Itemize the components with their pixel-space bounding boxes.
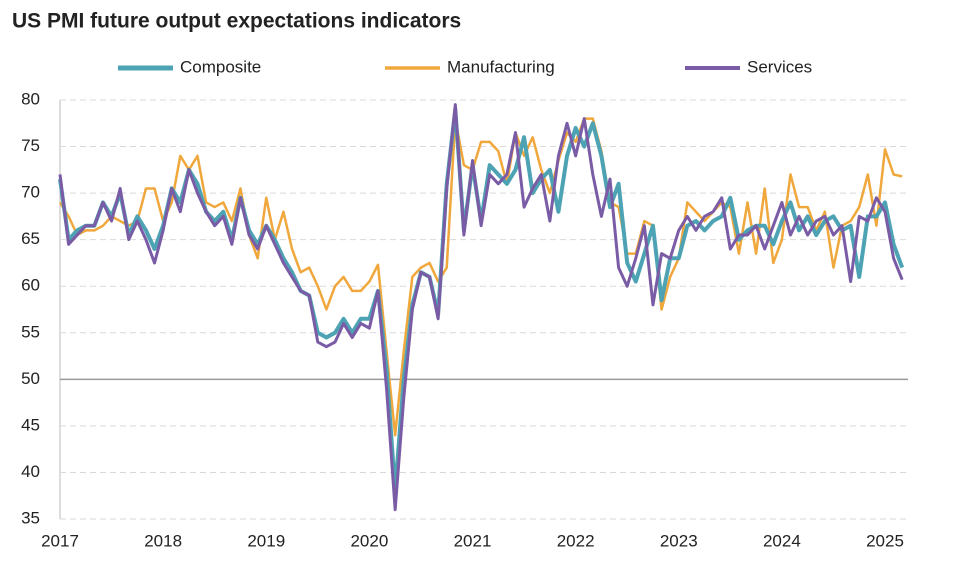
y-tick-label: 40 [21,462,40,481]
y-tick-label: 60 [21,276,40,295]
y-tick-label: 45 [21,415,40,434]
x-tick-label: 2022 [557,531,595,550]
y-tick-label: 35 [21,508,40,527]
series-line [58,103,904,512]
y-tick-label: 75 [21,136,40,155]
x-tick-label: 2023 [660,531,698,550]
y-tick-label: 50 [21,369,40,388]
y-tick-label: 55 [21,322,40,341]
y-tick-label: 80 [21,89,40,108]
x-tick-label: 2017 [41,531,79,550]
x-tick-label: 2018 [144,531,182,550]
y-tick-label: 70 [21,183,40,202]
x-tick-label: 2019 [247,531,285,550]
chart-title: US PMI future output expectations indica… [12,10,461,33]
y-tick-label: 65 [21,229,40,248]
x-tick-label: 2025 [866,531,904,550]
x-tick-label: 2024 [763,531,801,550]
series-line [58,117,903,437]
legend-label: Manufacturing [447,57,555,76]
x-tick-label: 2020 [350,531,388,550]
x-tick-label: 2021 [454,531,492,550]
legend-label: Composite [180,57,261,76]
legend-label: Services [747,57,812,76]
